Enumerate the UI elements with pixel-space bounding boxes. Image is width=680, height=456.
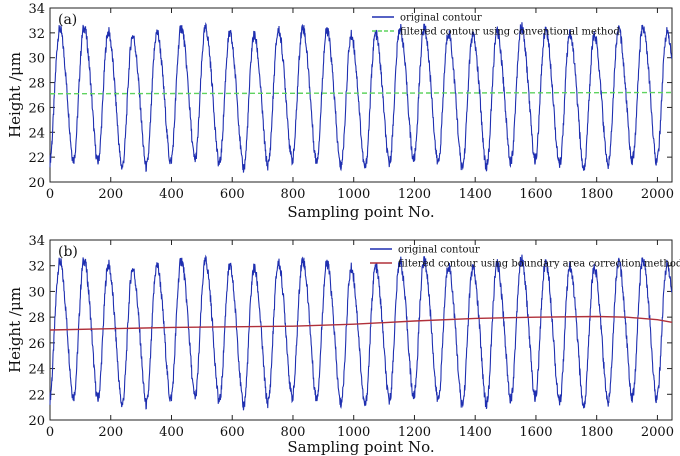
x-tick-label: 1400 xyxy=(459,425,492,440)
y-tick-label: 26 xyxy=(28,337,45,352)
x-axis-label: Sampling point No. xyxy=(287,438,434,456)
y-tick-label: 22 xyxy=(28,151,45,166)
y-tick-label: 28 xyxy=(28,77,45,92)
series-original-contour xyxy=(49,254,673,411)
x-tick-label: 2000 xyxy=(641,425,674,440)
y-tick-label: 32 xyxy=(28,260,45,275)
y-axis-label: Height /μm xyxy=(6,287,24,373)
series-original-contour xyxy=(49,22,673,173)
y-tick-label: 20 xyxy=(28,176,45,191)
panel-label: (a) xyxy=(58,12,77,28)
legend-entry: original contour xyxy=(400,13,482,24)
x-tick-label: 1200 xyxy=(398,187,431,202)
x-tick-label: 1600 xyxy=(519,425,552,440)
x-tick-label: 800 xyxy=(281,425,306,440)
x-tick-label: 200 xyxy=(98,187,123,202)
x-tick-label: 1800 xyxy=(580,425,613,440)
series-filtered-contour xyxy=(49,315,673,331)
y-tick-label: 24 xyxy=(28,363,45,378)
panel-label: (b) xyxy=(58,244,78,260)
x-tick-label: 0 xyxy=(46,425,54,440)
x-tick-label: 0 xyxy=(46,187,54,202)
y-tick-label: 30 xyxy=(28,285,45,300)
legend: original contour filtered contour using b… xyxy=(370,245,680,270)
x-tick-label: 1400 xyxy=(459,187,492,202)
x-tick-label: 400 xyxy=(159,187,184,202)
x-tick-label: 400 xyxy=(159,425,184,440)
legend: original contour filtered contour using c… xyxy=(372,13,620,38)
x-tick-label: 1000 xyxy=(337,425,370,440)
y-tick-label: 34 xyxy=(28,234,45,249)
x-tick-label: 2000 xyxy=(641,187,674,202)
y-tick-label: 20 xyxy=(28,414,45,429)
x-tick-label: 1200 xyxy=(398,425,431,440)
y-axis-label: Height /μm xyxy=(6,52,24,138)
legend-entry: filtered contour using boundary area cor… xyxy=(398,259,680,270)
y-tick-label: 26 xyxy=(28,101,45,116)
y-tick-label: 24 xyxy=(28,126,45,141)
y-tick-label: 28 xyxy=(28,311,45,326)
legend-entry: original contour xyxy=(398,245,480,256)
x-axis-label: Sampling point No. xyxy=(287,203,434,221)
x-tick-label: 600 xyxy=(220,187,245,202)
legend-entry: filtered contour using conventional meth… xyxy=(400,27,620,38)
y-tick-label: 32 xyxy=(28,27,45,42)
panel-a: 0 200 400 600 800 1000 1200 1400 1600 1800 2000 20 2… xyxy=(6,2,674,221)
x-tick-label: 1000 xyxy=(337,187,370,202)
x-tick-label: 1600 xyxy=(519,187,552,202)
panel-b: 0 200 400 600 800 1000 1200 1400 1600 1800 2000 20 2… xyxy=(6,234,680,456)
x-tick-label: 200 xyxy=(98,425,123,440)
x-tick-label: 800 xyxy=(281,187,306,202)
y-tick-label: 34 xyxy=(28,2,45,17)
y-tick-label: 30 xyxy=(28,52,45,67)
x-tick-label: 600 xyxy=(220,425,245,440)
x-tick-label: 1800 xyxy=(580,187,613,202)
y-tick-label: 22 xyxy=(28,388,45,403)
